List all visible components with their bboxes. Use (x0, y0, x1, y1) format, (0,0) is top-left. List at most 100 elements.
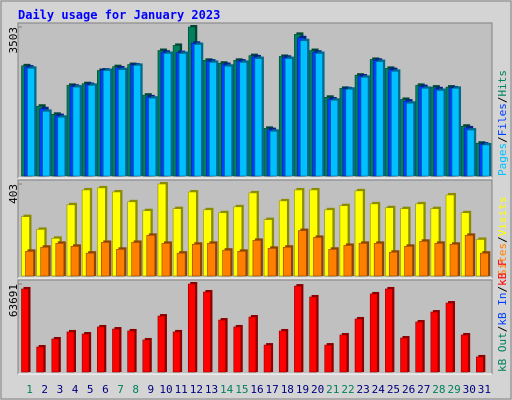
bar (103, 70, 111, 177)
x-tick-label: 1 (26, 383, 33, 396)
bar (146, 235, 156, 277)
bar (434, 243, 444, 277)
bar (464, 235, 474, 277)
x-tick-label: 21 (326, 383, 339, 396)
bar (237, 251, 247, 277)
x-tick-label: 11 (175, 383, 188, 396)
chart-title: Daily usage for January 2023 (18, 8, 220, 22)
x-tick-label: 29 (447, 383, 460, 396)
legend-entry: kB F (496, 259, 509, 286)
bar (133, 65, 141, 177)
bar (449, 243, 459, 277)
bar (101, 242, 110, 277)
x-tick-label: 12 (190, 383, 203, 396)
bar (482, 144, 490, 177)
legend-separator: / (496, 136, 509, 143)
bar (193, 44, 202, 177)
x-tick-label: 25 (387, 383, 400, 396)
x-tick-label: 24 (372, 383, 386, 396)
bar (373, 243, 383, 277)
bar (224, 65, 232, 177)
bar (324, 344, 333, 373)
x-tick-label: 17 (266, 383, 279, 396)
x-tick-label: 4 (72, 383, 79, 396)
legend-separator: / (496, 326, 509, 333)
x-tick-label: 8 (132, 383, 139, 396)
x-tick-label: 23 (357, 383, 370, 396)
x-tick-label: 13 (205, 383, 218, 396)
legend-entry: kB In (496, 293, 509, 326)
x-tick-label: 27 (417, 383, 430, 396)
bar (57, 117, 66, 177)
bar (176, 252, 186, 277)
bar (21, 288, 29, 373)
x-tick-label: 30 (463, 383, 476, 396)
x-tick-label: 20 (311, 383, 324, 396)
bar (466, 129, 475, 177)
bar (358, 243, 368, 277)
bar (112, 328, 120, 373)
bar (178, 53, 187, 177)
bar (406, 102, 414, 177)
bar (218, 319, 226, 373)
bar (203, 291, 211, 373)
legend: kB Out/kB In/kB F (496, 259, 509, 372)
bar (81, 333, 90, 373)
bar (284, 58, 293, 177)
legend-entry: Files (496, 103, 509, 136)
bar (163, 53, 172, 177)
bar (191, 243, 201, 277)
legend: Pages/Files/Hits (496, 70, 509, 176)
bar (328, 248, 338, 277)
y-max-label: 63691 (7, 284, 20, 317)
bar (72, 86, 81, 177)
x-tick-label: 6 (102, 383, 109, 396)
bar (476, 356, 484, 373)
x-tick-label: 3 (57, 383, 64, 396)
x-tick-label: 2 (41, 383, 48, 396)
bar (430, 311, 439, 373)
bar (233, 326, 242, 373)
x-tick-label: 14 (220, 383, 234, 396)
bar (127, 330, 135, 373)
bar (282, 246, 292, 277)
x-tick-label: 10 (159, 383, 172, 396)
bar (252, 240, 262, 277)
bar (27, 68, 35, 177)
bar (254, 58, 263, 177)
bar (360, 77, 369, 177)
bar (300, 40, 308, 177)
bar (51, 338, 60, 373)
bar (298, 230, 307, 277)
legend-separator: / (496, 286, 509, 293)
x-tick-label: 31 (478, 383, 491, 396)
bar (343, 245, 353, 277)
x-tick-label: 18 (281, 383, 294, 396)
bar (313, 237, 322, 277)
bar (294, 285, 302, 373)
legend-entry: kB Out (496, 332, 509, 372)
bar (131, 242, 140, 277)
bar (315, 53, 323, 177)
y-max-label: 403 (7, 184, 20, 204)
bar (148, 97, 157, 177)
bar (42, 111, 50, 177)
bar (375, 61, 384, 177)
bar (309, 296, 317, 373)
bar (25, 251, 34, 277)
legend-entry: Visits (496, 197, 509, 237)
bar (116, 248, 125, 277)
bar (85, 252, 95, 277)
bar (460, 334, 469, 373)
bar (480, 252, 489, 277)
bar (369, 293, 378, 373)
bar (161, 243, 171, 277)
x-tick-label: 22 (341, 383, 354, 396)
bar (389, 251, 398, 277)
legend-separator: / (496, 236, 509, 243)
x-tick-label: 9 (148, 383, 155, 396)
x-tick-label: 19 (296, 383, 309, 396)
bar (263, 344, 272, 373)
x-tick-label: 16 (250, 383, 263, 396)
